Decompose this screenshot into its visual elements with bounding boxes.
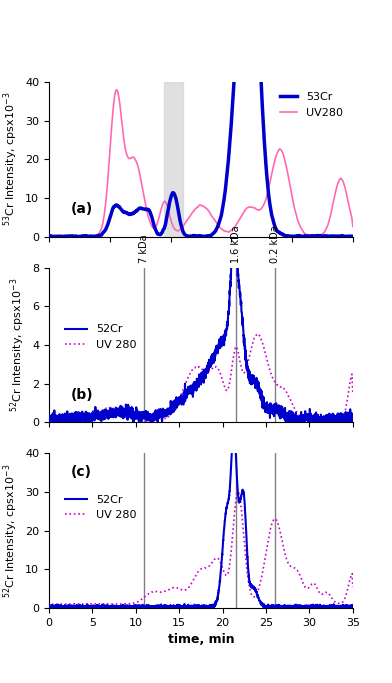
Text: (c): (c) <box>70 465 91 479</box>
Text: 7 kDa: 7 kDa <box>140 234 149 263</box>
Legend: 53Cr, UV280: 53Cr, UV280 <box>276 87 347 122</box>
Text: (b): (b) <box>70 388 93 402</box>
X-axis label: time, min: time, min <box>168 633 234 646</box>
Legend: 52Cr, UV 280: 52Cr, UV 280 <box>61 490 141 525</box>
Y-axis label: $^{52}$Cr Intensity, cpsx10$^{-3}$: $^{52}$Cr Intensity, cpsx10$^{-3}$ <box>8 278 27 412</box>
Bar <box>165 82 183 236</box>
Y-axis label: $^{53}$Cr Intensity, cpsx10$^{-3}$: $^{53}$Cr Intensity, cpsx10$^{-3}$ <box>1 92 20 227</box>
Text: 1.6 kDa: 1.6 kDa <box>230 225 241 263</box>
Legend: 52Cr, UV 280: 52Cr, UV 280 <box>61 320 141 354</box>
Y-axis label: $^{52}$Cr Intensity, cpsx10$^{-3}$: $^{52}$Cr Intensity, cpsx10$^{-3}$ <box>1 463 20 598</box>
Text: 0.2 kDa: 0.2 kDa <box>270 225 279 263</box>
Text: (a): (a) <box>70 202 93 217</box>
